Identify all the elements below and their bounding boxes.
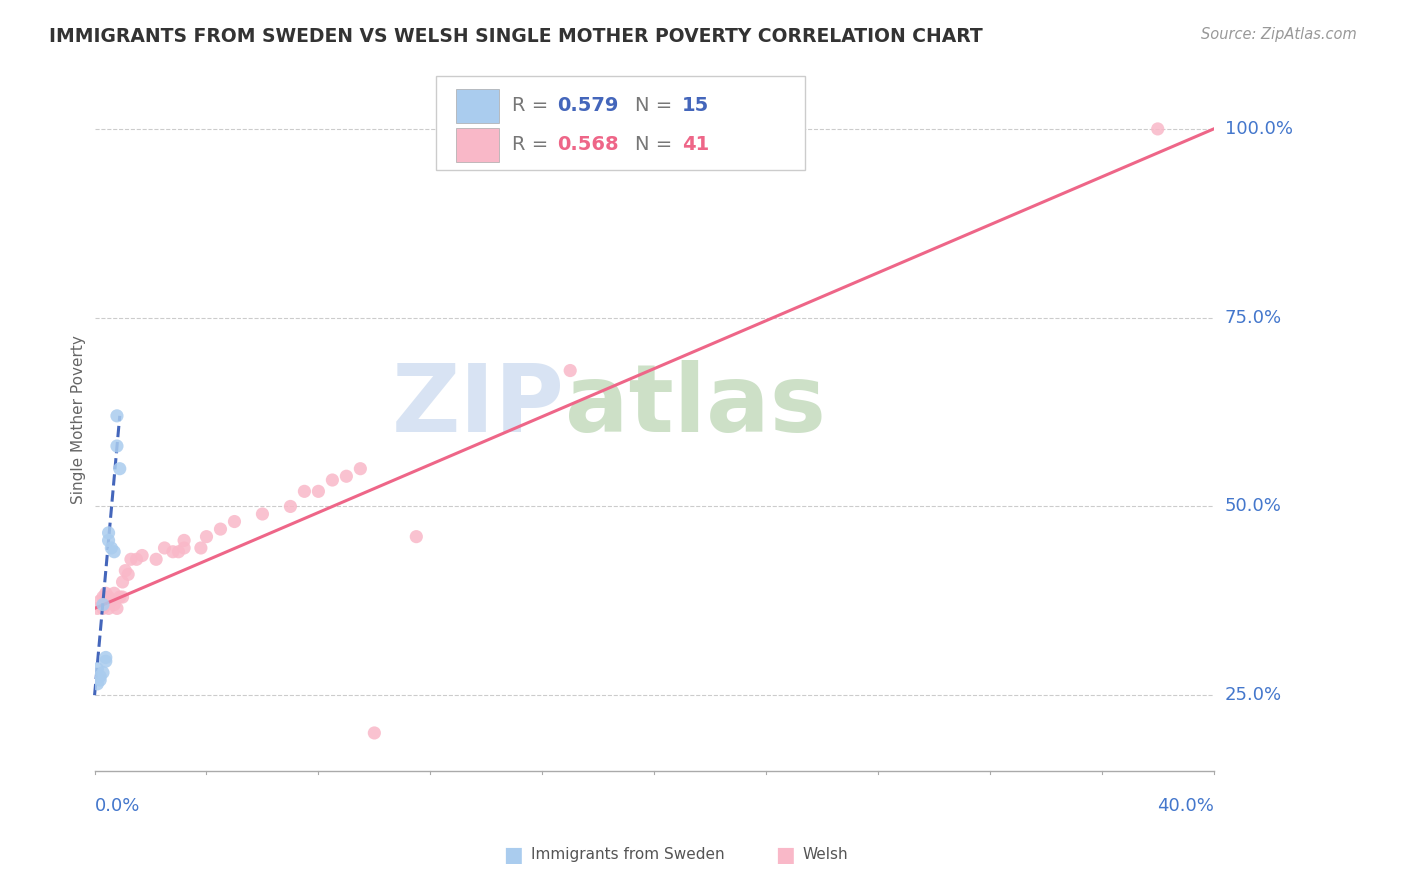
Point bbox=[86, 601, 108, 615]
Y-axis label: Single Mother Poverty: Single Mother Poverty bbox=[72, 335, 86, 504]
Point bbox=[173, 533, 195, 548]
Text: 0.0%: 0.0% bbox=[94, 797, 141, 815]
Point bbox=[105, 409, 128, 423]
Text: N =: N = bbox=[636, 95, 679, 114]
Point bbox=[86, 677, 108, 691]
Point bbox=[114, 564, 136, 578]
Point bbox=[97, 525, 120, 540]
Point bbox=[120, 552, 142, 566]
Point bbox=[162, 545, 184, 559]
Text: atlas: atlas bbox=[565, 359, 825, 451]
Point bbox=[252, 507, 274, 521]
Text: IMMIGRANTS FROM SWEDEN VS WELSH SINGLE MOTHER POVERTY CORRELATION CHART: IMMIGRANTS FROM SWEDEN VS WELSH SINGLE M… bbox=[49, 27, 983, 45]
Point bbox=[103, 545, 125, 559]
Text: R =: R = bbox=[512, 95, 554, 114]
Text: 0.568: 0.568 bbox=[557, 135, 619, 153]
Point bbox=[105, 601, 128, 615]
Point bbox=[111, 590, 134, 604]
Text: 25.0%: 25.0% bbox=[1225, 686, 1282, 704]
Point bbox=[91, 590, 114, 604]
Point bbox=[91, 598, 114, 612]
Point bbox=[209, 522, 232, 536]
Point bbox=[97, 601, 120, 615]
Point bbox=[190, 541, 212, 555]
Point bbox=[167, 545, 190, 559]
Text: 100.0%: 100.0% bbox=[1225, 120, 1294, 138]
Point bbox=[108, 590, 131, 604]
Point bbox=[294, 484, 316, 499]
Point bbox=[1146, 122, 1168, 136]
Point bbox=[103, 586, 125, 600]
Point bbox=[94, 654, 117, 668]
Point bbox=[89, 673, 111, 687]
Point bbox=[94, 650, 117, 665]
FancyBboxPatch shape bbox=[436, 76, 806, 170]
FancyBboxPatch shape bbox=[456, 89, 499, 122]
Point bbox=[86, 662, 108, 676]
Point bbox=[363, 726, 385, 740]
Text: 50.0%: 50.0% bbox=[1225, 498, 1282, 516]
Text: 0.579: 0.579 bbox=[557, 95, 619, 114]
Text: R =: R = bbox=[512, 135, 554, 153]
Text: 41: 41 bbox=[682, 135, 710, 153]
Point bbox=[103, 598, 125, 612]
Point bbox=[145, 552, 167, 566]
Point bbox=[307, 484, 329, 499]
Point bbox=[108, 461, 131, 475]
Text: ZIP: ZIP bbox=[392, 359, 565, 451]
Text: Immigrants from Sweden: Immigrants from Sweden bbox=[531, 847, 725, 862]
Point bbox=[105, 439, 128, 453]
Text: ■: ■ bbox=[775, 845, 794, 864]
Point bbox=[91, 601, 114, 615]
Point bbox=[195, 530, 218, 544]
Point bbox=[173, 541, 195, 555]
Text: N =: N = bbox=[636, 135, 679, 153]
Point bbox=[153, 541, 176, 555]
Point bbox=[89, 669, 111, 683]
Point bbox=[89, 594, 111, 608]
Text: 15: 15 bbox=[682, 95, 710, 114]
Point bbox=[97, 533, 120, 548]
Point bbox=[91, 665, 114, 680]
Text: Welsh: Welsh bbox=[803, 847, 848, 862]
Point bbox=[224, 515, 246, 529]
Point bbox=[131, 549, 153, 563]
Point bbox=[94, 586, 117, 600]
FancyBboxPatch shape bbox=[456, 128, 499, 162]
Point bbox=[405, 530, 427, 544]
Point bbox=[97, 590, 120, 604]
Point bbox=[280, 500, 302, 514]
Point bbox=[560, 363, 582, 377]
Point bbox=[321, 473, 343, 487]
Point bbox=[125, 552, 148, 566]
Point bbox=[100, 594, 122, 608]
Point bbox=[117, 567, 139, 582]
Point bbox=[335, 469, 357, 483]
Text: 75.0%: 75.0% bbox=[1225, 309, 1282, 326]
Text: Source: ZipAtlas.com: Source: ZipAtlas.com bbox=[1201, 27, 1357, 42]
Text: ■: ■ bbox=[503, 845, 523, 864]
Point bbox=[111, 574, 134, 589]
Text: 40.0%: 40.0% bbox=[1157, 797, 1213, 815]
Point bbox=[349, 461, 371, 475]
Point bbox=[94, 598, 117, 612]
Point bbox=[100, 541, 122, 555]
